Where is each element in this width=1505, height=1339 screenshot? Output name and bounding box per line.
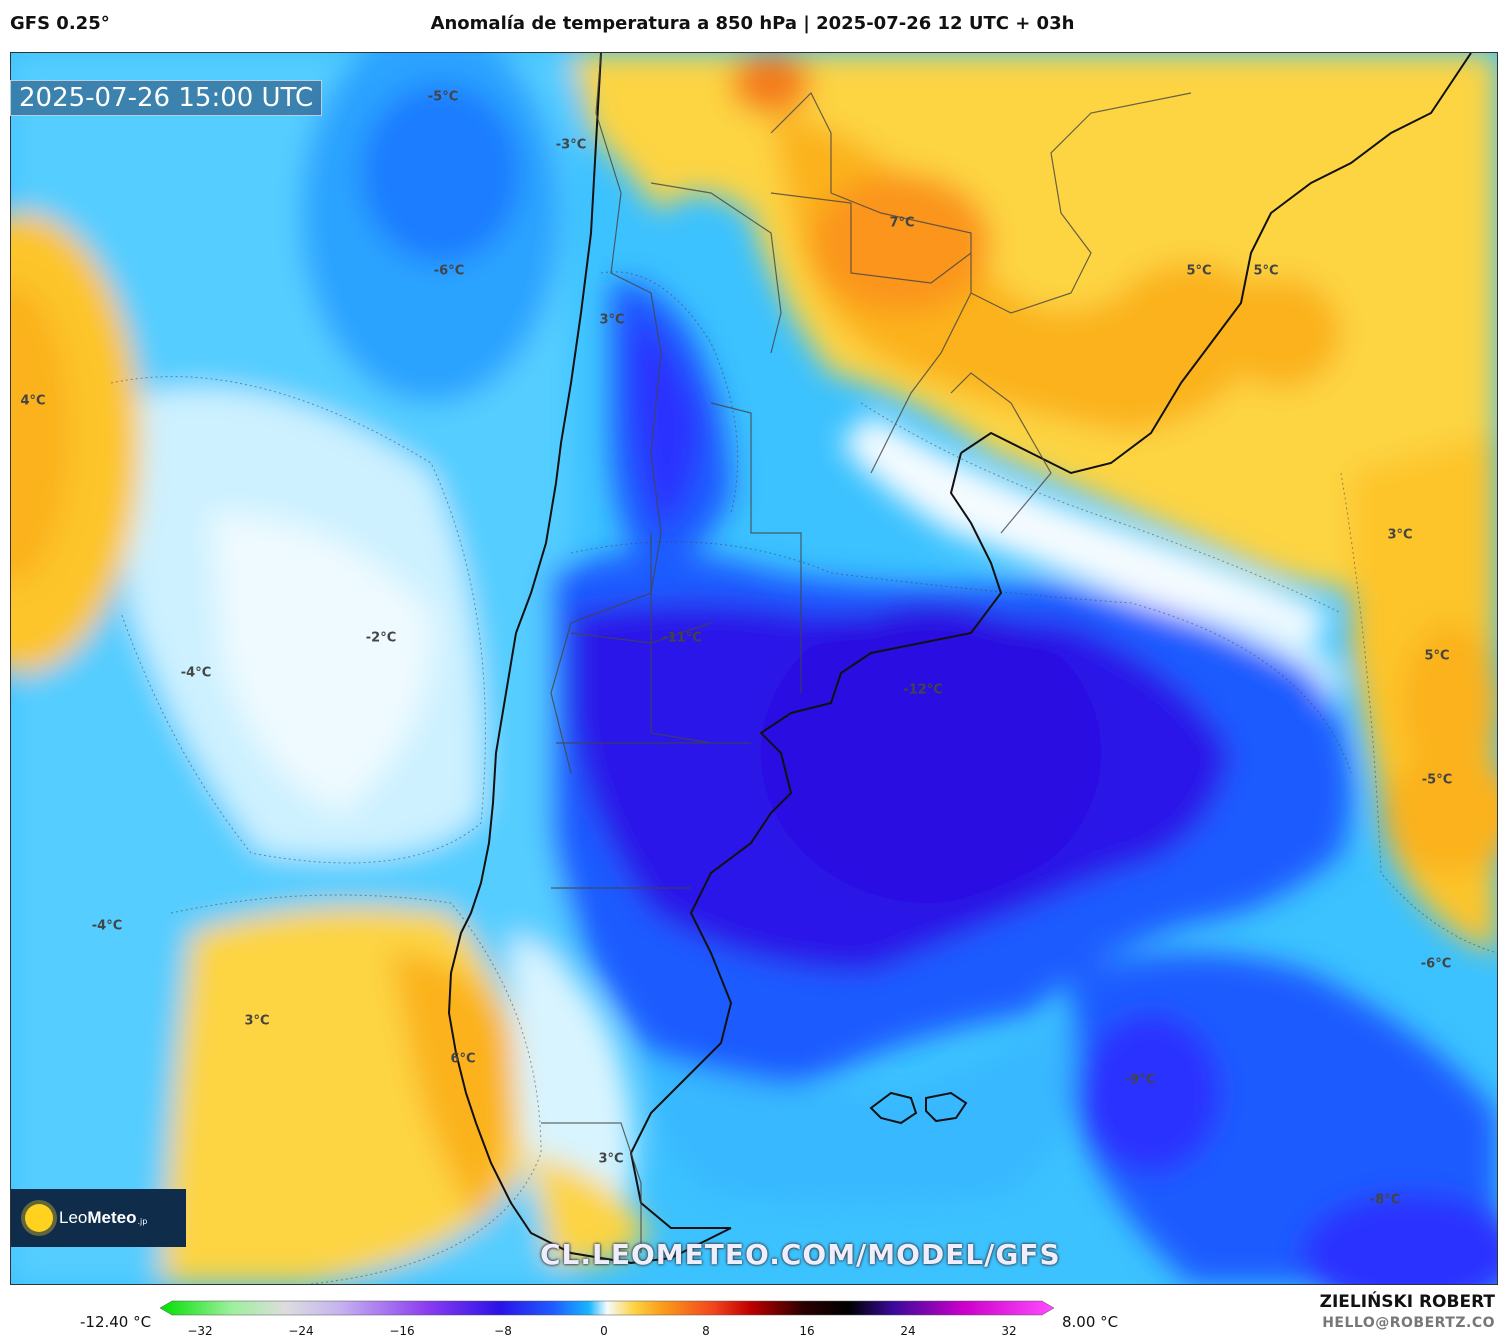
colorbar	[160, 1300, 1054, 1316]
map-label: 4°C	[20, 393, 46, 409]
map-label: 3°C	[599, 312, 625, 328]
colorbar-tick: −8	[494, 1324, 512, 1338]
map-label: -4°C	[180, 665, 212, 681]
falkland-islands	[869, 1091, 968, 1125]
map-label: -12°C	[903, 682, 943, 698]
source-watermark: CL.LEOMETEO.COM/MODEL/GFS	[540, 1238, 1061, 1271]
map-label: -6°C	[1420, 956, 1452, 972]
map-label: 5°C	[1186, 263, 1212, 279]
map-label: -5°C	[1421, 772, 1453, 788]
leometeo-logo[interactable]: LeoMeteo .jp	[11, 1189, 186, 1247]
map-label: 3°C	[1387, 527, 1413, 543]
anomaly-map	[11, 53, 1497, 1284]
colorbar-tick: −16	[389, 1324, 415, 1338]
map-label: -4°C	[91, 918, 123, 934]
map-label: -11°C	[662, 630, 702, 646]
colorbar-tick: 8	[702, 1324, 710, 1338]
map-label: -3°C	[555, 137, 587, 153]
colorbar-min-label: -12.40 °C	[80, 1313, 152, 1331]
map-label: 6°C	[450, 1051, 476, 1067]
colorbar-tick: 0	[600, 1324, 608, 1338]
map-label: 3°C	[598, 1151, 624, 1167]
map-label: 7°C	[889, 215, 915, 231]
colorbar-tick: −24	[288, 1324, 314, 1338]
colorbar-tick: 16	[799, 1324, 815, 1338]
map-label: -2°C	[365, 630, 397, 646]
map-label: -9°C	[1124, 1072, 1156, 1088]
timestamp-label: 2025-07-26 15:00 UTC	[10, 80, 323, 116]
colorbar-tick: 24	[900, 1324, 916, 1338]
colorbar-tick: −32	[187, 1324, 213, 1338]
sun-icon	[25, 1204, 53, 1232]
map-panel[interactable]: -5°C -3°C -6°C 3°C 4°C 7°C 5°C 5°C 3°C 5…	[10, 52, 1498, 1285]
map-title: Anomalía de temperatura a 850 hPa | 2025…	[430, 13, 1075, 34]
author-email[interactable]: HELLO@ROBERTZ.CO	[1322, 1315, 1495, 1331]
map-label: -5°C	[427, 89, 459, 105]
coastline	[447, 53, 1472, 1265]
contour-lines	[110, 271, 1497, 1284]
map-label: 3°C	[244, 1013, 270, 1029]
map-label: 5°C	[1253, 263, 1279, 279]
logo-suffix: .jp	[137, 1216, 148, 1226]
colorbar-max-label: 8.00 °C	[1062, 1313, 1119, 1331]
map-label: 5°C	[1424, 648, 1450, 664]
logo-text: LeoMeteo	[59, 1208, 137, 1227]
author-credit: ZIELIŃSKI ROBERT	[1319, 1292, 1495, 1312]
map-label: -8°C	[1369, 1192, 1401, 1208]
colorbar-tick: 32	[1001, 1324, 1017, 1338]
model-name: GFS 0.25°	[10, 13, 110, 34]
internal-borders	[541, 53, 1192, 1253]
anomaly-field	[11, 53, 1497, 1284]
map-label: -6°C	[433, 263, 465, 279]
